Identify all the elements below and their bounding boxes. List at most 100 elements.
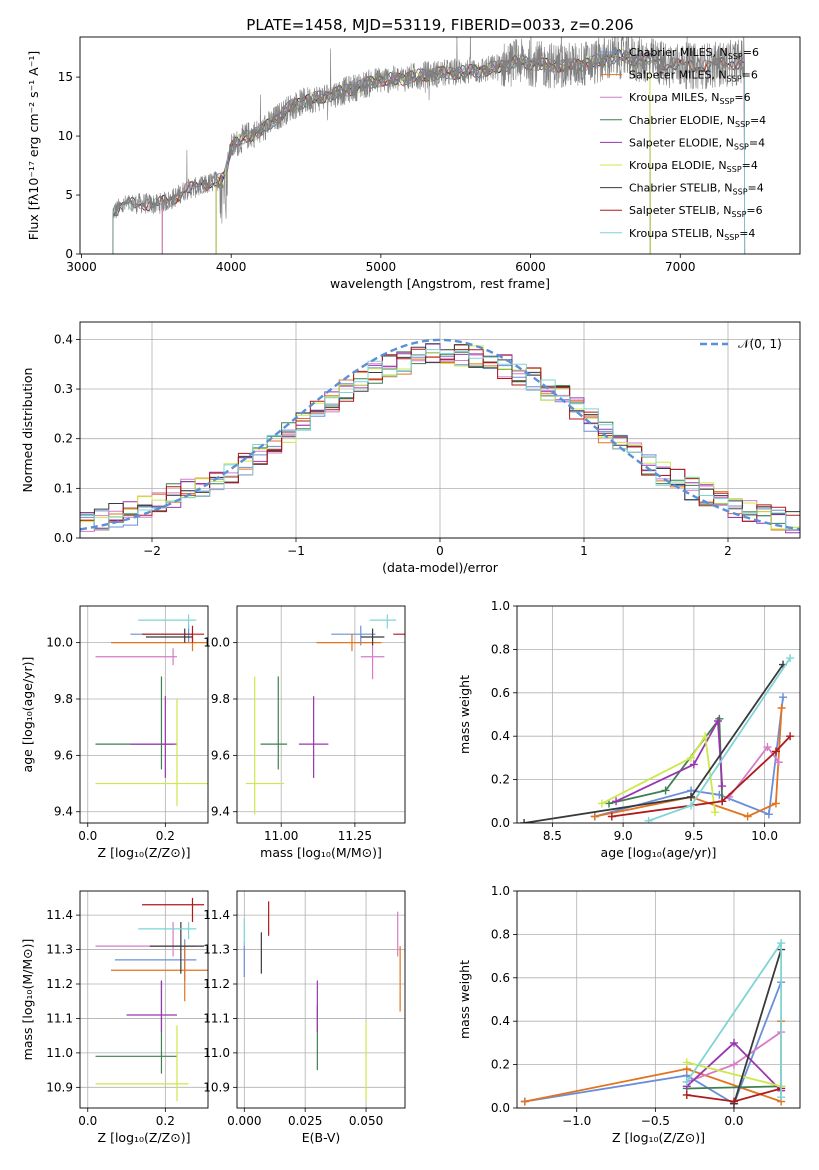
residuals-ytick-label: 0.4 bbox=[54, 332, 73, 346]
mass-vs-EBV-ytick-label: 11.4 bbox=[203, 908, 230, 922]
spectrum-xtick-label: 4000 bbox=[216, 260, 247, 274]
residuals-ylabel: Normed distribution bbox=[20, 368, 35, 493]
legend-entry: Kroupa ELODIE, NSSP=4 bbox=[629, 159, 758, 174]
mass-vs-Z-ytick-label: 10.9 bbox=[46, 1080, 73, 1094]
mass-weight-vs-age-ytick-label: 0.8 bbox=[491, 642, 510, 656]
weight-point bbox=[718, 797, 727, 806]
mass-vs-Z-xtick-label: 0.2 bbox=[156, 1114, 175, 1128]
residuals-ytick-label: 0.3 bbox=[54, 382, 73, 396]
mass-weight-vs-age-xtick-label: 10.0 bbox=[751, 829, 778, 843]
weight-point bbox=[520, 819, 529, 823]
weight-point bbox=[661, 786, 670, 795]
normal-reference-curve bbox=[80, 338, 800, 531]
weight-point bbox=[520, 1097, 529, 1106]
mass-vs-EBV-ytick-label: 11.1 bbox=[203, 1011, 230, 1025]
mass-vs-Z-xtick-label: 0.0 bbox=[78, 1114, 97, 1128]
weight-line bbox=[524, 981, 782, 1106]
age-vs-Z-plot-area bbox=[95, 614, 208, 807]
mass-weight-vs-Z-xtick-label: 0.0 bbox=[724, 1114, 743, 1128]
mass-vs-EBV-xtick-label: 0.000 bbox=[227, 1114, 261, 1128]
age-vs-mass-xtick-label: 11.25 bbox=[338, 829, 372, 843]
legend-entry: 𝒩(0, 1) bbox=[738, 337, 782, 351]
mass-weight-vs-Z-ytick-label: 0.4 bbox=[491, 1014, 510, 1028]
mass-vs-Z-ytick-label: 11.0 bbox=[46, 1046, 73, 1060]
mass-weight-vs-age-ylabel: mass weight bbox=[457, 675, 472, 754]
legend-entry: Salpeter ELODIE, NSSP=4 bbox=[629, 136, 765, 151]
age-vs-Z-frame bbox=[79, 605, 209, 824]
spectrum-xtick-label: 3000 bbox=[66, 260, 97, 274]
age-vs-Z-xlabel: Z [log₁₀(Z/Z⊙)] bbox=[98, 845, 191, 860]
age-vs-Z-ytick-label: 9.8 bbox=[54, 692, 73, 706]
weight-line bbox=[733, 949, 782, 1104]
age-vs-mass-ytick-label: 9.4 bbox=[211, 805, 230, 819]
spectrum-xlabel: wavelength [Angstrom, rest frame] bbox=[330, 276, 550, 291]
weight-point bbox=[763, 743, 772, 752]
weight-point bbox=[777, 703, 786, 712]
mass-vs-Z-ytick-label: 11.4 bbox=[46, 908, 73, 922]
weight-line bbox=[601, 733, 716, 813]
age-vs-mass-ytick-label: 9.8 bbox=[211, 692, 230, 706]
weight-point bbox=[597, 799, 606, 808]
figure-title: PLATE=1458, MJD=53119, FIBERID=0033, z=0… bbox=[246, 16, 633, 34]
mass-vs-EBV-frame bbox=[236, 890, 406, 1109]
weight-line bbox=[686, 1061, 782, 1088]
residuals-plot-area bbox=[80, 338, 800, 538]
mass-weight-vs-Z-ytick-label: 0.8 bbox=[491, 927, 510, 941]
legend-entry: Salpeter STELIB, NSSP=6 bbox=[629, 204, 763, 219]
mass-vs-EBV-ytick-label: 11.2 bbox=[203, 977, 230, 991]
legend-entry: Kroupa STELIB, NSSP=4 bbox=[629, 227, 755, 242]
mass-weight-vs-Z-xlabel: Z [log₁₀(Z/Z⊙)] bbox=[612, 1130, 705, 1145]
mass-weight-vs-Z-ylabel: mass weight bbox=[457, 960, 472, 1039]
weight-point bbox=[777, 1093, 786, 1102]
spectrum-ytick-label: 10 bbox=[58, 129, 73, 143]
mass-vs-Z-panel: 0.0 0.2 10.9 11.0 11.1 11.2 11.3 11.4 Z [log₁₀(Z… bbox=[20, 890, 209, 1145]
weight-point bbox=[774, 758, 783, 767]
spectrum-ytick-label: 5 bbox=[65, 188, 73, 202]
age-vs-mass-xtick-label: 11.00 bbox=[264, 829, 298, 843]
residuals-frame bbox=[79, 321, 801, 539]
age-vs-mass-xlabel: mass [log₁₀(M/M⊙)] bbox=[260, 845, 382, 860]
age-vs-mass-panel: 11.00 11.25 9.4 9.6 9.8 10.0 mass [log₁₀(M/M⊙)… bbox=[203, 605, 406, 860]
mass-weight-vs-Z-frame bbox=[516, 890, 801, 1109]
mass-vs-Z-ytick-label: 11.3 bbox=[46, 943, 73, 957]
mass-vs-EBV-panel: 0.000 0.025 0.050 10.9 11.0 11.1 11.2 11.3 11.4 E… bbox=[203, 890, 406, 1145]
legend-entry: Chabrier STELIB, NSSP=4 bbox=[629, 182, 764, 197]
weight-point bbox=[764, 810, 773, 819]
age-vs-mass-ytick-label: 9.6 bbox=[211, 748, 230, 762]
legend-entry: Kroupa MILES, NSSP=6 bbox=[629, 91, 751, 106]
weight-point bbox=[786, 732, 795, 741]
weight-point bbox=[687, 801, 696, 810]
mass-vs-Z-ylabel: mass [log₁₀(M/M⊙)] bbox=[20, 939, 35, 1061]
age-vs-Z-panel: 0.0 0.2 9.4 9.6 9.8 10.0 Z [log₁₀(Z/Z⊙)] age [l… bbox=[20, 605, 209, 860]
weight-point bbox=[777, 939, 786, 948]
mass-weight-vs-age-xtick-label: 9.0 bbox=[614, 829, 633, 843]
weight-point bbox=[729, 1060, 738, 1069]
weight-point bbox=[701, 732, 710, 741]
spectrum-panel: 3000 4000 5000 6000 7000 0 5 10 15 wavelength [An… bbox=[26, 36, 801, 291]
residuals-xlabel: (data-model)/error bbox=[382, 560, 499, 575]
mass-vs-EBV-xlabel: E(B-V) bbox=[302, 1130, 341, 1145]
mass-weight-vs-age-xtick-label: 8.5 bbox=[543, 829, 562, 843]
weight-line bbox=[615, 717, 724, 803]
mass-weight-vs-Z-ytick-label: 0.0 bbox=[491, 1101, 510, 1115]
weight-point bbox=[729, 1097, 738, 1106]
mass-vs-Z-plot-area bbox=[95, 897, 208, 1102]
mass-weight-vs-age-xtick-label: 9.5 bbox=[684, 829, 703, 843]
mass-weight-vs-Z-xtick-label: −0.5 bbox=[641, 1114, 670, 1128]
residuals-xtick-label: −2 bbox=[143, 544, 161, 558]
residuals-xtick-label: 1 bbox=[580, 544, 588, 558]
mass-vs-EBV-ytick-label: 10.9 bbox=[203, 1080, 230, 1094]
age-vs-Z-ytick-label: 9.4 bbox=[54, 805, 73, 819]
mass-weight-vs-age-ytick-label: 0.2 bbox=[491, 773, 510, 787]
mass-vs-EBV-plot-area bbox=[243, 901, 401, 1102]
mass-weight-vs-Z-xtick-label: −1.0 bbox=[562, 1114, 591, 1128]
weight-point bbox=[682, 1058, 691, 1067]
mass-vs-EBV-ytick-label: 11.3 bbox=[203, 943, 230, 957]
weight-point bbox=[607, 812, 616, 821]
age-vs-mass-ytick-label: 10.0 bbox=[203, 636, 230, 650]
mass-vs-EBV-ytick-label: 11.0 bbox=[203, 1046, 230, 1060]
weight-point bbox=[682, 1090, 691, 1099]
residuals-ytick-label: 0.2 bbox=[54, 432, 73, 446]
weight-point bbox=[687, 753, 696, 762]
age-vs-Z-ytick-label: 9.6 bbox=[54, 748, 73, 762]
